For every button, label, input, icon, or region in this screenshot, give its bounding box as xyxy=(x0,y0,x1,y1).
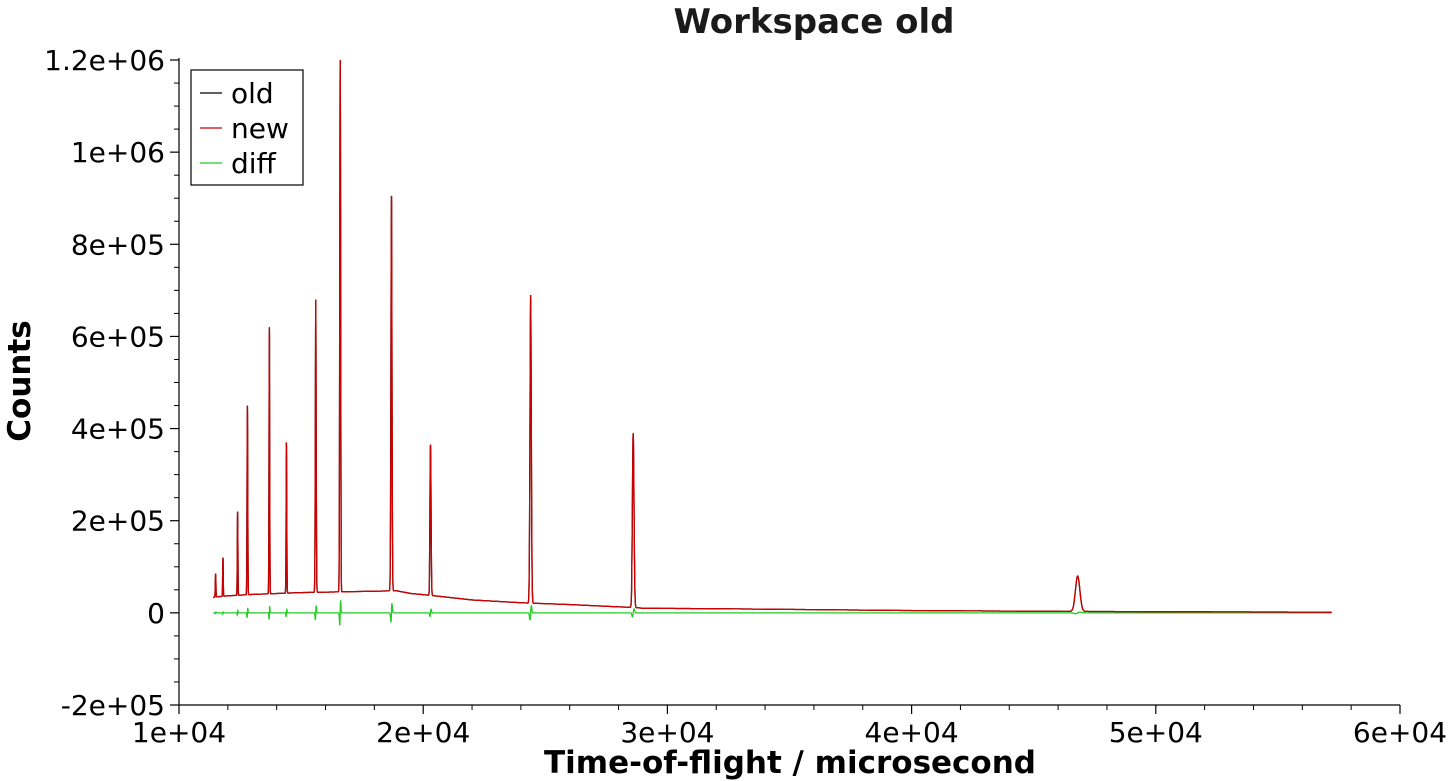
series-layer xyxy=(213,59,1332,626)
y-tick-label: 0 xyxy=(147,597,165,630)
y-axis-label: Counts xyxy=(2,320,38,441)
x-axis-label: Time-of-flight / microsecond xyxy=(544,745,1036,781)
series-diff-line xyxy=(213,600,1332,626)
x-tick-label: 4e+04 xyxy=(865,716,959,749)
y-tick-label: 8e+05 xyxy=(71,228,165,261)
x-tick-label: 2e+04 xyxy=(376,716,470,749)
y-tick-label: 4e+05 xyxy=(71,413,165,446)
axes: 1e+04 2e+04 3e+04 4e+04 5e+04 6e+04 -2e+05 0 2e+… xyxy=(44,44,1447,749)
plot-area[interactable] xyxy=(213,59,1332,626)
x-tick-label: 3e+04 xyxy=(620,716,714,749)
y-tick-label: 1e+06 xyxy=(71,136,165,169)
legend-label-diff: diff xyxy=(231,147,277,180)
x-tick-label: 5e+04 xyxy=(1109,716,1203,749)
y-tick-label: 2e+05 xyxy=(71,505,165,538)
y-tick-label: -2e+05 xyxy=(61,689,165,722)
chart-title: Workspace old xyxy=(674,2,955,42)
x-tick-label: 1e+04 xyxy=(132,716,226,749)
series-new-line xyxy=(213,59,1332,613)
legend-label-old: old xyxy=(231,77,274,110)
legend-label-new: new xyxy=(231,112,289,145)
y-tick-label: 6e+05 xyxy=(71,320,165,353)
y-tick-label: 1.2e+06 xyxy=(44,44,165,77)
x-tick-label: 6e+04 xyxy=(1353,716,1447,749)
